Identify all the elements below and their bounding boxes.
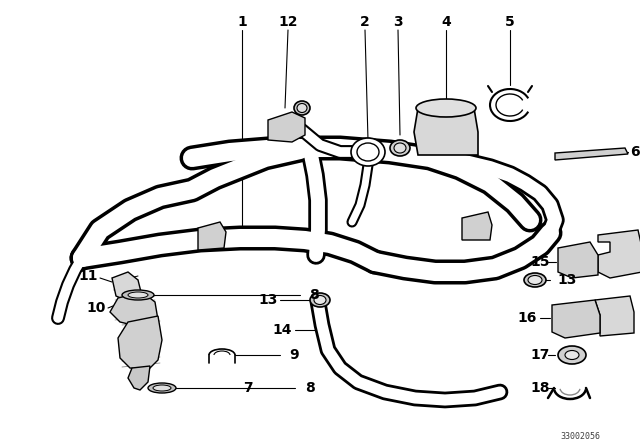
Ellipse shape: [314, 296, 326, 305]
Text: 13: 13: [259, 293, 278, 307]
Ellipse shape: [416, 99, 476, 117]
Ellipse shape: [528, 276, 542, 284]
Ellipse shape: [310, 293, 330, 307]
Polygon shape: [555, 148, 628, 160]
Ellipse shape: [565, 350, 579, 359]
Polygon shape: [595, 296, 634, 336]
Text: 17: 17: [531, 348, 550, 362]
Ellipse shape: [558, 346, 586, 364]
Text: 2: 2: [360, 15, 370, 29]
Text: 18: 18: [531, 381, 550, 395]
Ellipse shape: [122, 290, 154, 300]
Text: 7: 7: [243, 381, 253, 395]
Text: 15: 15: [531, 255, 550, 269]
Ellipse shape: [351, 138, 385, 166]
Text: 11: 11: [78, 269, 98, 283]
Text: 33002056: 33002056: [560, 431, 600, 440]
Text: 13: 13: [557, 273, 577, 287]
Ellipse shape: [128, 292, 148, 298]
Text: 3: 3: [393, 15, 403, 29]
Ellipse shape: [294, 101, 310, 115]
Text: 9: 9: [289, 348, 299, 362]
Polygon shape: [268, 112, 305, 142]
Polygon shape: [552, 300, 600, 338]
Text: 10: 10: [86, 301, 106, 315]
Text: 14: 14: [272, 323, 292, 337]
Text: 5: 5: [505, 15, 515, 29]
Polygon shape: [112, 272, 142, 302]
Ellipse shape: [390, 140, 410, 156]
Ellipse shape: [394, 143, 406, 153]
Polygon shape: [598, 230, 640, 278]
Text: 8: 8: [305, 381, 315, 395]
Text: 6: 6: [630, 145, 640, 159]
Polygon shape: [558, 242, 598, 278]
Text: 12: 12: [278, 15, 298, 29]
Text: 8: 8: [309, 288, 319, 302]
Ellipse shape: [153, 385, 171, 391]
Text: 16: 16: [517, 311, 537, 325]
Polygon shape: [128, 366, 150, 390]
Text: 4: 4: [441, 15, 451, 29]
Ellipse shape: [524, 273, 546, 287]
Polygon shape: [198, 222, 226, 250]
Polygon shape: [414, 108, 478, 155]
Text: 1: 1: [237, 15, 247, 29]
Ellipse shape: [357, 143, 379, 161]
Ellipse shape: [148, 383, 176, 393]
Ellipse shape: [297, 103, 307, 112]
Polygon shape: [118, 316, 162, 370]
Polygon shape: [462, 212, 492, 240]
Polygon shape: [110, 292, 158, 328]
